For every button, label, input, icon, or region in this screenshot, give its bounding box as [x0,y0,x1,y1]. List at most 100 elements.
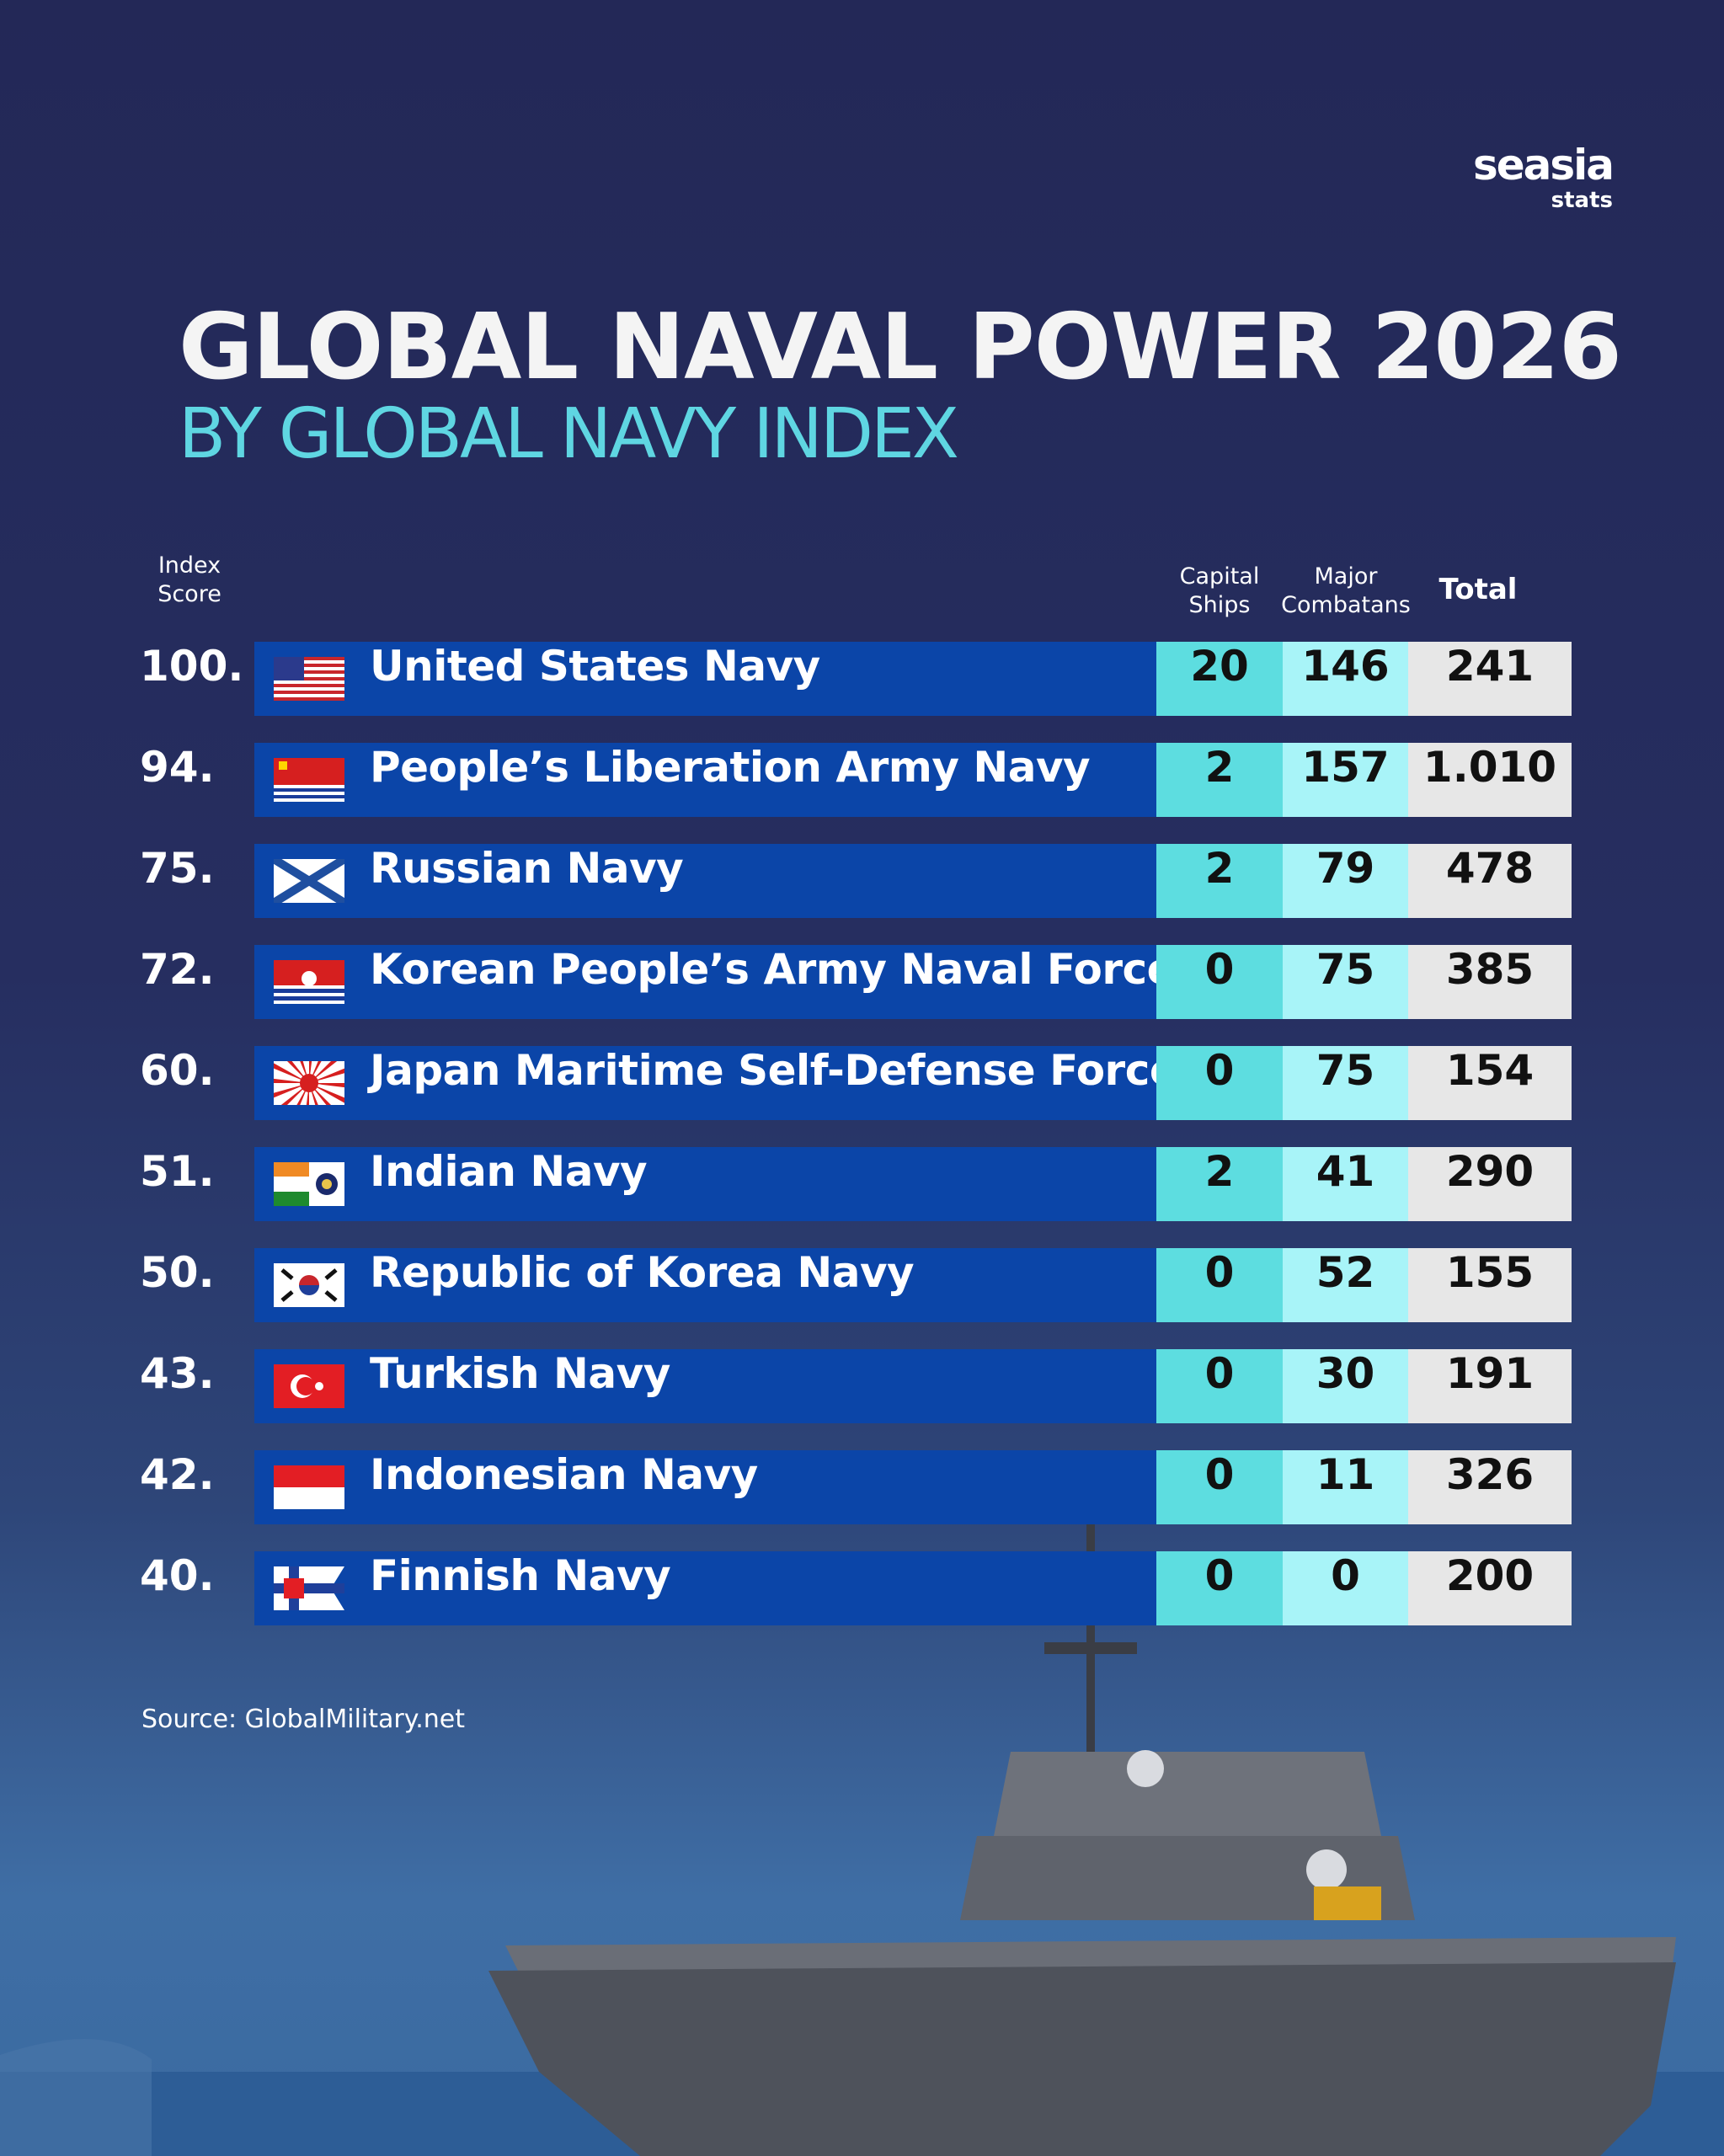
table-cell: 0 [1156,1046,1283,1120]
table-row: 60. Japan Maritime Self-Defense Force 0 75 1… [0,1033,1724,1134]
flag [259,1033,360,1134]
navy-name: People’s Liberation Army Navy [370,743,1091,792]
name-bar [254,1248,1156,1322]
name-bar [254,743,1156,817]
column-header: Index Score [157,552,222,607]
navy-name: Republic of Korea Navy [370,1248,915,1297]
table-row: 43. Turkish Navy 0 30 191 [0,1349,1724,1423]
name-bar [254,1147,1156,1221]
table-cell: 79 [1283,844,1408,918]
name-bar [254,844,1156,918]
flag-icon [274,1162,344,1206]
table-cell: 191 [1408,1349,1572,1423]
table-cell: 478 [1408,844,1572,918]
flag [274,657,344,704]
navy-name: Indian Navy [370,1147,648,1196]
table-row: 42. Indonesian Navy 0 11 326 [0,1450,1724,1524]
navy-name: Turkish Navy [370,1349,670,1398]
table-cell: 146 [1283,642,1408,716]
column-header: Total [1438,573,1518,606]
name-bar [254,642,1156,716]
table-cell: 41 [1283,1147,1408,1221]
table-cell: 200 [1408,1551,1572,1625]
index-score: 94. [140,743,215,792]
table-cell: 326 [1408,1450,1572,1524]
index-score: 100. [140,642,244,691]
table-row: 75. Russian Navy 2 79 478 [0,844,1724,918]
table-cell: 0 [1156,1349,1283,1423]
flag-icon [274,758,344,802]
name-bar [254,945,1156,1019]
table-row: 50. Republic of Korea Navy 0 52 155 [0,1248,1724,1322]
table-cell: 52 [1283,1248,1408,1322]
flag [274,1162,344,1209]
flag [274,1465,344,1513]
table-cell: 0 [1156,1551,1283,1625]
index-score: 75. [140,844,215,893]
table-cell: 75 [1283,945,1408,1019]
table-cell: 154 [1408,1046,1572,1120]
table-cell: 30 [1283,1349,1408,1423]
index-score: 60. [140,1046,215,1095]
flag-icon [274,657,344,701]
logo-name: seasia [1472,141,1615,189]
title: GLOBAL NAVAL POWER 2026 [179,295,1622,400]
index-score: 51. [140,1147,215,1196]
flag-icon [274,1465,344,1509]
table-row: 94. People’s Liberation Army Navy 2 157 1.01… [0,743,1724,817]
flag [271,855,347,907]
navy-name: Indonesian Navy [370,1450,758,1499]
navy-name: United States Navy [370,642,820,691]
ship-illustration [0,1482,1724,2156]
logo: seasia stats [1472,141,1615,213]
flag [274,758,344,805]
table-cell: 0 [1283,1551,1408,1625]
flag-icon [271,855,347,907]
table-row: 51. Indian Navy 2 41 290 [0,1147,1724,1221]
table-cell: 2 [1156,844,1283,918]
table-cell: 1.010 [1408,743,1572,817]
name-bar [254,1450,1156,1524]
table-cell: 157 [1283,743,1408,817]
flag-icon [274,960,344,1004]
table-cell: 0 [1156,945,1283,1019]
logo-sub: stats [1551,188,1613,213]
table-cell: 0 [1156,1248,1283,1322]
column-header: Capital Ships [1179,563,1260,618]
flag-icon [274,1566,344,1610]
table-cell: 0 [1156,1450,1283,1524]
navy-name: Russian Navy [370,844,684,893]
table-cell: 2 [1156,1147,1283,1221]
index-score: 43. [140,1349,215,1398]
table-cell: 2 [1156,743,1283,817]
table-cell: 20 [1156,642,1283,716]
table-cell: 75 [1283,1046,1408,1120]
index-score: 42. [140,1450,215,1499]
name-bar [254,1551,1156,1625]
index-score: 72. [140,945,215,994]
flag-icon [259,1033,360,1134]
flag [274,1263,344,1310]
flag [274,1364,344,1412]
name-bar [254,1349,1156,1423]
table-cell: 385 [1408,945,1572,1019]
flag [274,960,344,1007]
table-row: 100. United States Navy 20 146 241 [0,642,1724,716]
index-score: 40. [140,1551,215,1600]
navy-name: Korean People’s Army Naval Force [370,945,1176,994]
flag-icon [274,1263,344,1307]
table-cell: 155 [1408,1248,1572,1322]
subtitle: BY GLOBAL NAVY INDEX [179,394,959,474]
table-row: 72. Korean People’s Army Naval Force 0 75 38… [0,945,1724,1019]
table-cell: 290 [1408,1147,1572,1221]
table-cell: 11 [1283,1450,1408,1524]
table-row: 40. Finnish Navy 0 0 200 [0,1551,1724,1625]
navy-name: Japan Maritime Self-Defense Force [370,1046,1178,1095]
name-bar [254,1046,1156,1120]
source: Source: GlobalMilitary.net [141,1705,465,1734]
flag-icon [274,1364,344,1408]
flag [274,1566,344,1614]
navy-name: Finnish Navy [370,1551,671,1600]
column-header: Major Combatans [1281,563,1411,618]
